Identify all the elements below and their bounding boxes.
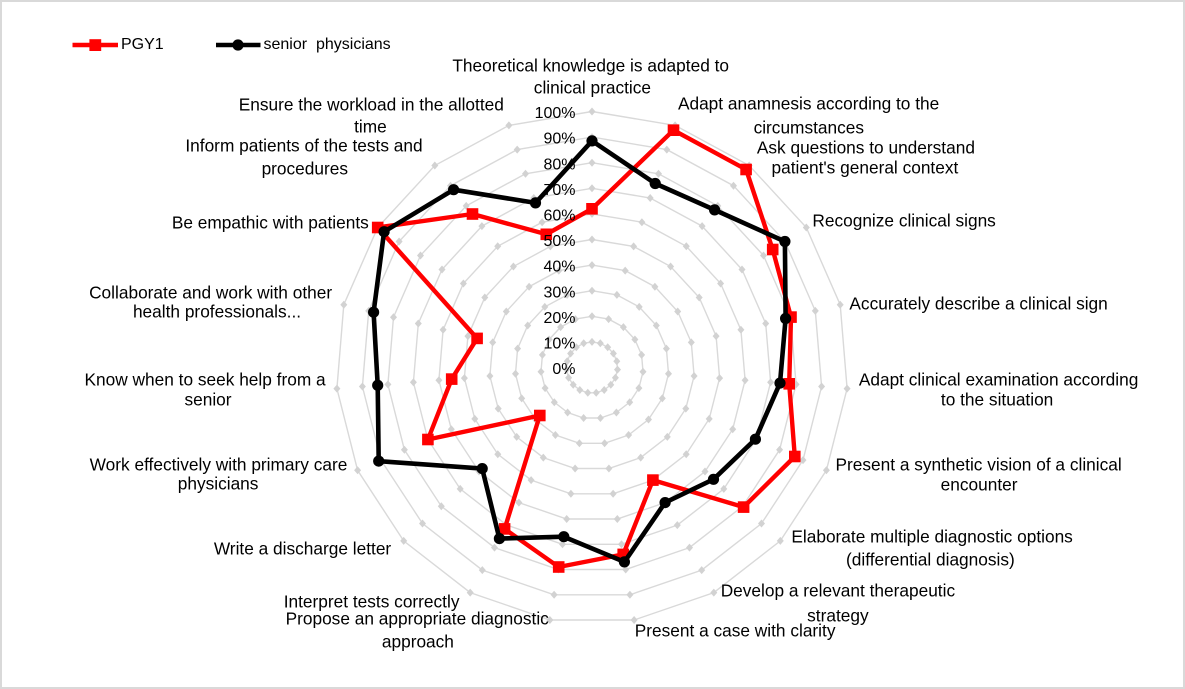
svg-text:30%: 30% <box>543 284 575 301</box>
svg-text:10%: 10% <box>543 336 575 353</box>
svg-text:0%: 0% <box>552 361 575 378</box>
svg-text:40%: 40% <box>543 259 575 276</box>
svg-text:70%: 70% <box>543 182 575 199</box>
svg-text:60%: 60% <box>543 208 575 225</box>
svg-text:100%: 100% <box>535 105 576 122</box>
svg-text:50%: 50% <box>543 233 575 250</box>
svg-text:90%: 90% <box>543 131 575 148</box>
svg-text:80%: 80% <box>543 156 575 173</box>
svg-text:20%: 20% <box>543 310 575 327</box>
